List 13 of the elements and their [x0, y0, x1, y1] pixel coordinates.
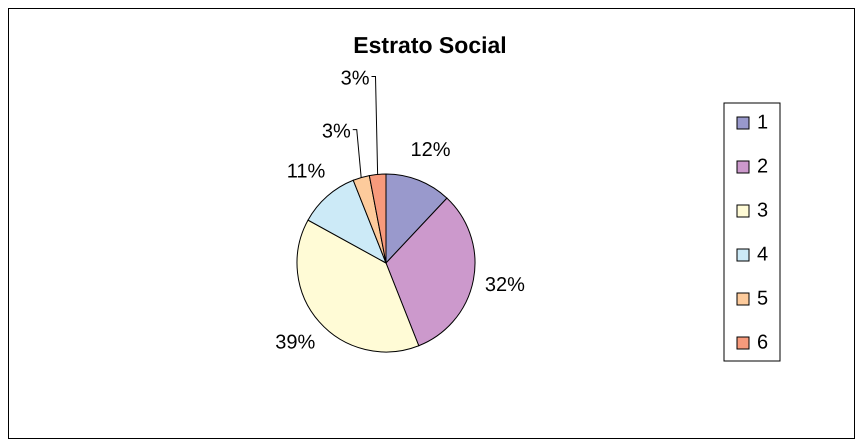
data-label: 3% [340, 67, 370, 90]
legend-label: 3 [757, 199, 768, 222]
legend-label: 4 [757, 243, 768, 266]
legend-label: 1 [757, 111, 768, 134]
chart-title: Estrato Social [353, 32, 507, 58]
data-label: 3% [322, 120, 351, 143]
legend-label: 5 [757, 287, 768, 310]
legend-label: 2 [757, 155, 768, 178]
data-label: 32% [484, 274, 526, 296]
data-label: 39% [275, 331, 316, 354]
data-label: 12% [410, 138, 451, 161]
data-label: 11% [286, 160, 326, 183]
legend-label: 6 [757, 331, 768, 354]
